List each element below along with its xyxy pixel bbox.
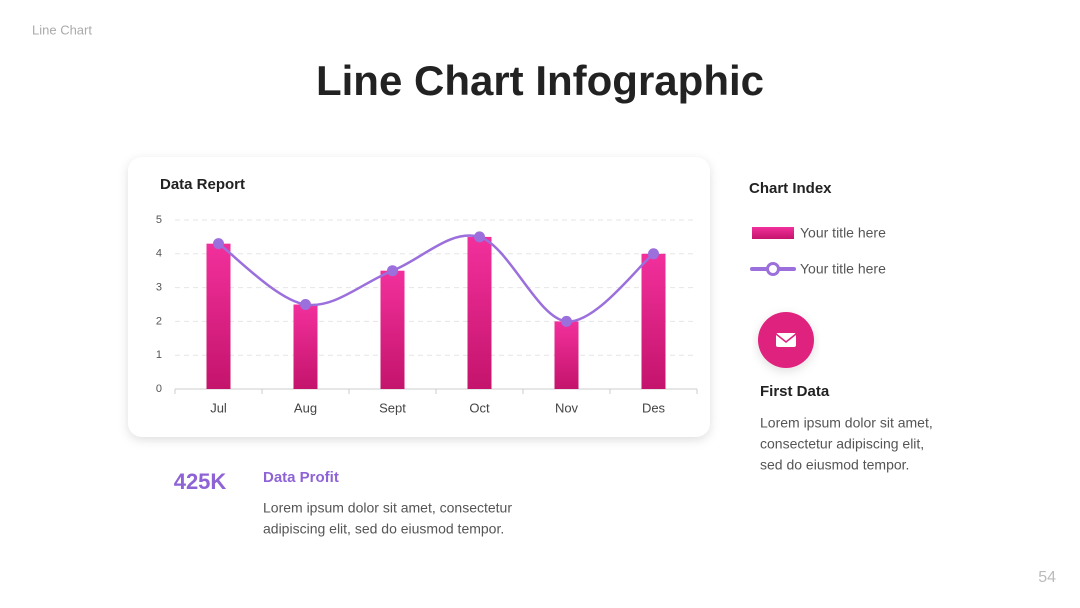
line-marker <box>387 265 398 277</box>
x-tick-label: Des <box>642 400 666 415</box>
paragraph-line: adipiscing elit, sed do eiusmod tempor. <box>263 521 504 537</box>
first-data-title: First Data <box>760 383 830 400</box>
profit-value: 425K <box>174 469 227 494</box>
legend-label: Your title here <box>800 261 886 277</box>
line-marker <box>648 248 659 260</box>
legend-swatch <box>752 227 794 239</box>
page-number: 54 <box>1038 569 1056 586</box>
profit-text: Lorem ipsum dolor sit amet, consectetur a… <box>263 500 512 537</box>
envelope-flap <box>775 333 797 344</box>
line-marker <box>561 315 572 327</box>
paragraph-line: Lorem ipsum dolor sit amet, <box>760 415 933 431</box>
line <box>217 234 655 323</box>
y-tick-label: 5 <box>156 214 162 226</box>
paragraph-line: Lorem ipsum dolor sit amet, consectetur <box>263 500 512 516</box>
y-tick-label: 1 <box>156 349 162 361</box>
line-marker <box>213 238 224 250</box>
chart-title: Data Report <box>160 176 245 193</box>
bar <box>467 236 492 389</box>
first-data-text: Lorem ipsum dolor sit amet, consectetur a… <box>760 415 933 473</box>
paragraph-line: consectetur adipiscing elit, <box>760 436 924 452</box>
x-tick-label: Sept <box>379 400 406 415</box>
legend-label: Your title here <box>800 225 886 241</box>
y-tick-label: 4 <box>156 248 162 260</box>
y-tick-label: 2 <box>156 315 162 327</box>
bar <box>293 304 318 389</box>
bar <box>206 243 231 389</box>
x-tick-label: Aug <box>294 400 317 415</box>
bar <box>380 270 405 389</box>
legend-marker <box>766 262 780 276</box>
plot: 0 1 2 3 4 5 Jul Aug Sept Oct Nov Des <box>156 214 698 415</box>
x-tick-label: Jul <box>210 400 227 415</box>
profit-title: Data Profit <box>263 469 339 486</box>
legend: Your title here Your title here <box>750 225 886 277</box>
slide-label: Line Chart <box>32 22 92 37</box>
x-tick-label: Oct <box>469 400 490 415</box>
line-marker <box>474 231 485 243</box>
paragraph-line: sed do eiusmod tempor. <box>760 457 909 473</box>
line-marker <box>300 299 311 310</box>
slide-title: Line Chart Infographic <box>316 57 764 104</box>
bar <box>554 321 579 389</box>
envelope <box>776 333 796 347</box>
x-tick-label: Nov <box>555 400 579 415</box>
y-tick-label: 0 <box>156 383 162 395</box>
bar <box>641 253 666 389</box>
y-tick-label: 3 <box>156 282 162 294</box>
legend-title: Chart Index <box>749 180 832 197</box>
